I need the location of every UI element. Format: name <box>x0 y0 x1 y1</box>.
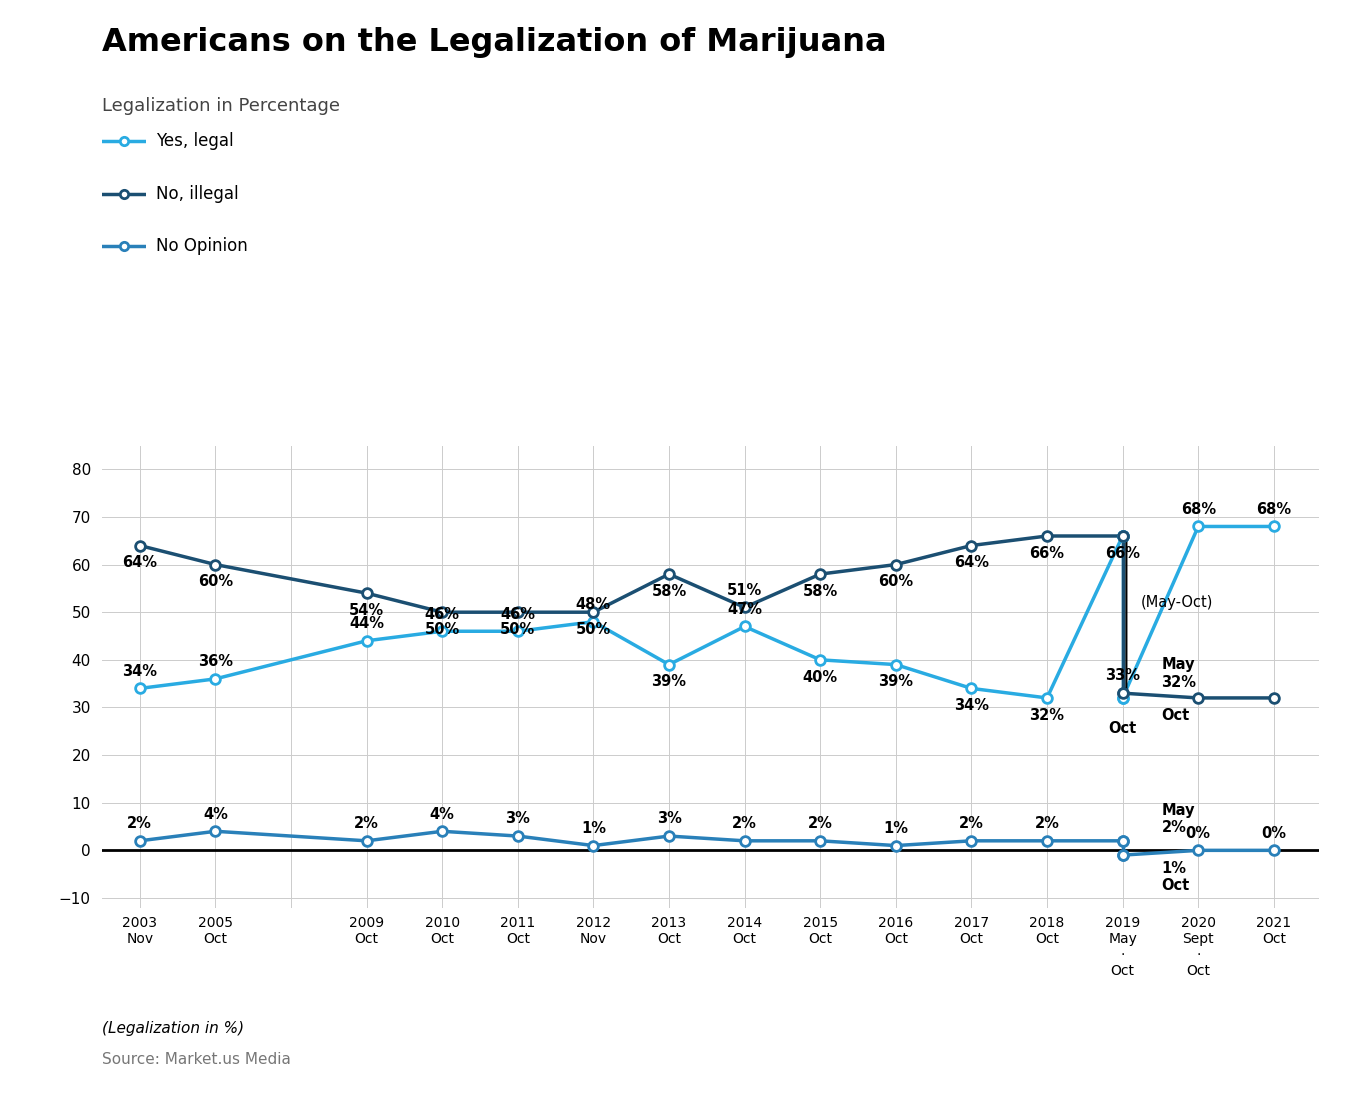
Text: 3%: 3% <box>657 812 681 826</box>
Text: Oct: Oct <box>1108 720 1137 736</box>
Text: 50%: 50% <box>500 621 536 637</box>
Text: 32%: 32% <box>1030 707 1065 723</box>
Text: 34%: 34% <box>953 698 989 713</box>
Text: 2%: 2% <box>354 816 379 832</box>
Text: 2%: 2% <box>732 816 758 832</box>
Text: No, illegal: No, illegal <box>156 185 239 202</box>
Text: 2%: 2% <box>808 816 832 832</box>
Text: 68%: 68% <box>1257 502 1292 517</box>
Text: 3%: 3% <box>506 812 530 826</box>
Text: 1%
Oct: 1% Oct <box>1161 860 1190 893</box>
Text: 1%: 1% <box>581 821 607 836</box>
Text: May
32%: May 32% <box>1161 657 1197 690</box>
Text: 50%: 50% <box>575 621 611 637</box>
Text: No Opinion: No Opinion <box>156 238 248 255</box>
Text: 33%: 33% <box>1106 669 1140 683</box>
Text: 51%: 51% <box>728 583 762 597</box>
Text: 4%: 4% <box>430 806 454 822</box>
Text: 2%: 2% <box>959 816 983 832</box>
Text: 58%: 58% <box>651 584 687 598</box>
Text: 36%: 36% <box>199 654 233 669</box>
Text: Source: Market.us Media: Source: Market.us Media <box>102 1052 291 1067</box>
Text: 4%: 4% <box>203 806 228 822</box>
Text: 34%: 34% <box>122 663 158 679</box>
Text: 66%: 66% <box>1106 546 1140 561</box>
Text: 39%: 39% <box>651 674 687 690</box>
Text: 46%: 46% <box>424 606 460 621</box>
Text: Americans on the Legalization of Marijuana: Americans on the Legalization of Marijua… <box>102 28 887 58</box>
Text: 48%: 48% <box>575 597 611 612</box>
Text: 39%: 39% <box>879 674 914 690</box>
Text: 47%: 47% <box>728 602 762 617</box>
Text: 2%: 2% <box>1035 816 1059 832</box>
Text: 44%: 44% <box>350 616 384 631</box>
Text: 60%: 60% <box>197 574 233 590</box>
Text: 0%: 0% <box>1261 826 1287 840</box>
Text: Oct: Oct <box>1161 708 1190 723</box>
Text: 68%: 68% <box>1180 502 1216 517</box>
Text: 64%: 64% <box>953 556 989 570</box>
Text: (Legalization in %): (Legalization in %) <box>102 1021 245 1036</box>
Text: 66%: 66% <box>1030 546 1065 561</box>
Text: 40%: 40% <box>802 670 838 684</box>
Text: (May-Oct): (May-Oct) <box>1140 595 1213 610</box>
Text: May
2%: May 2% <box>1161 803 1195 835</box>
Text: Legalization in Percentage: Legalization in Percentage <box>102 97 340 114</box>
Text: 2%: 2% <box>128 816 152 832</box>
Text: Yes, legal: Yes, legal <box>156 132 234 150</box>
Text: 46%: 46% <box>500 606 536 621</box>
Text: 60%: 60% <box>879 574 914 590</box>
Text: 0%: 0% <box>1186 826 1210 840</box>
Text: 64%: 64% <box>122 556 158 570</box>
Text: 1%: 1% <box>884 821 908 836</box>
Text: 54%: 54% <box>350 603 384 618</box>
Text: 50%: 50% <box>424 621 460 637</box>
Text: 58%: 58% <box>802 584 838 598</box>
